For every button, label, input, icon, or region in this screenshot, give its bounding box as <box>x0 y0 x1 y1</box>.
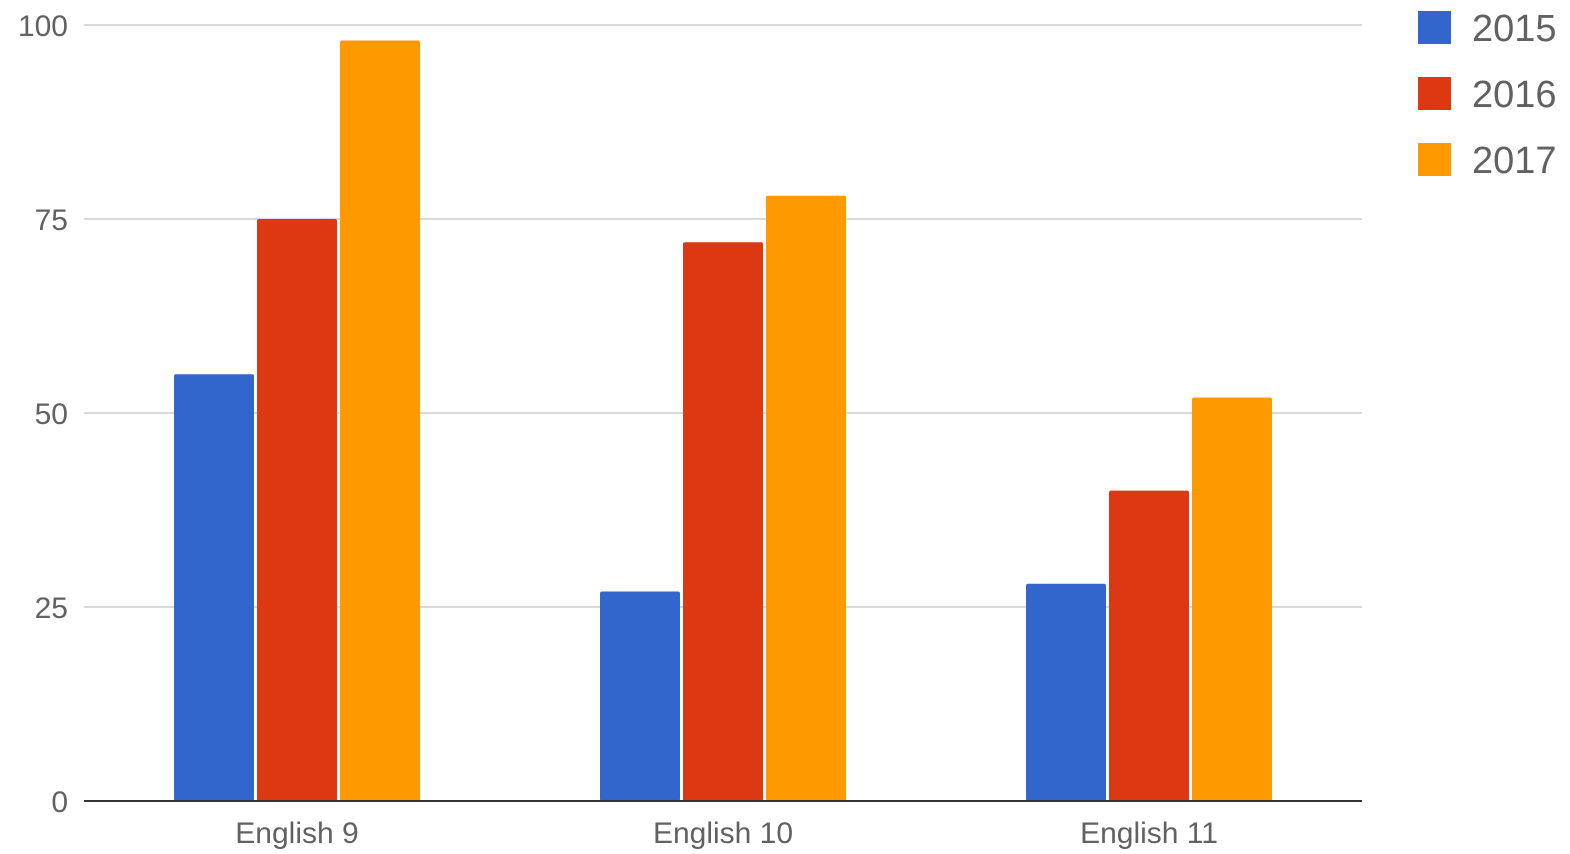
bar-2015-1 <box>600 591 680 801</box>
bar-2017-0 <box>340 40 420 801</box>
x-axis-ticks: English 9 English 10 English 11 <box>235 817 1218 850</box>
y-tick-label: 75 <box>35 204 68 237</box>
legend-swatch-2017 <box>1418 143 1451 176</box>
legend-label: 2015 <box>1472 8 1557 50</box>
y-axis-ticks: 0 25 50 75 100 <box>18 10 68 819</box>
x-tick-label: English 9 <box>235 817 358 850</box>
bars <box>174 40 1272 802</box>
y-tick-label: 25 <box>35 592 68 625</box>
bar-2016-1 <box>683 242 763 801</box>
bar-2015-2 <box>1026 583 1106 801</box>
legend-label: 2017 <box>1472 140 1557 182</box>
y-tick-label: 100 <box>18 10 68 43</box>
x-tick-label: English 10 <box>653 817 793 850</box>
legend-label: 2016 <box>1472 74 1557 116</box>
legend-swatch-2015 <box>1418 11 1451 44</box>
legend: 2015 2016 2017 <box>1418 8 1557 182</box>
x-tick-label: English 11 <box>1080 817 1218 850</box>
y-tick-label: 50 <box>35 398 68 431</box>
bar-2017-1 <box>766 195 846 802</box>
bar-2017-2 <box>1192 397 1272 801</box>
legend-swatch-2016 <box>1418 77 1451 110</box>
bar-2015-0 <box>174 374 254 801</box>
y-tick-label: 0 <box>51 786 68 819</box>
bar-2016-0 <box>257 219 337 801</box>
bar-2016-2 <box>1109 490 1189 801</box>
